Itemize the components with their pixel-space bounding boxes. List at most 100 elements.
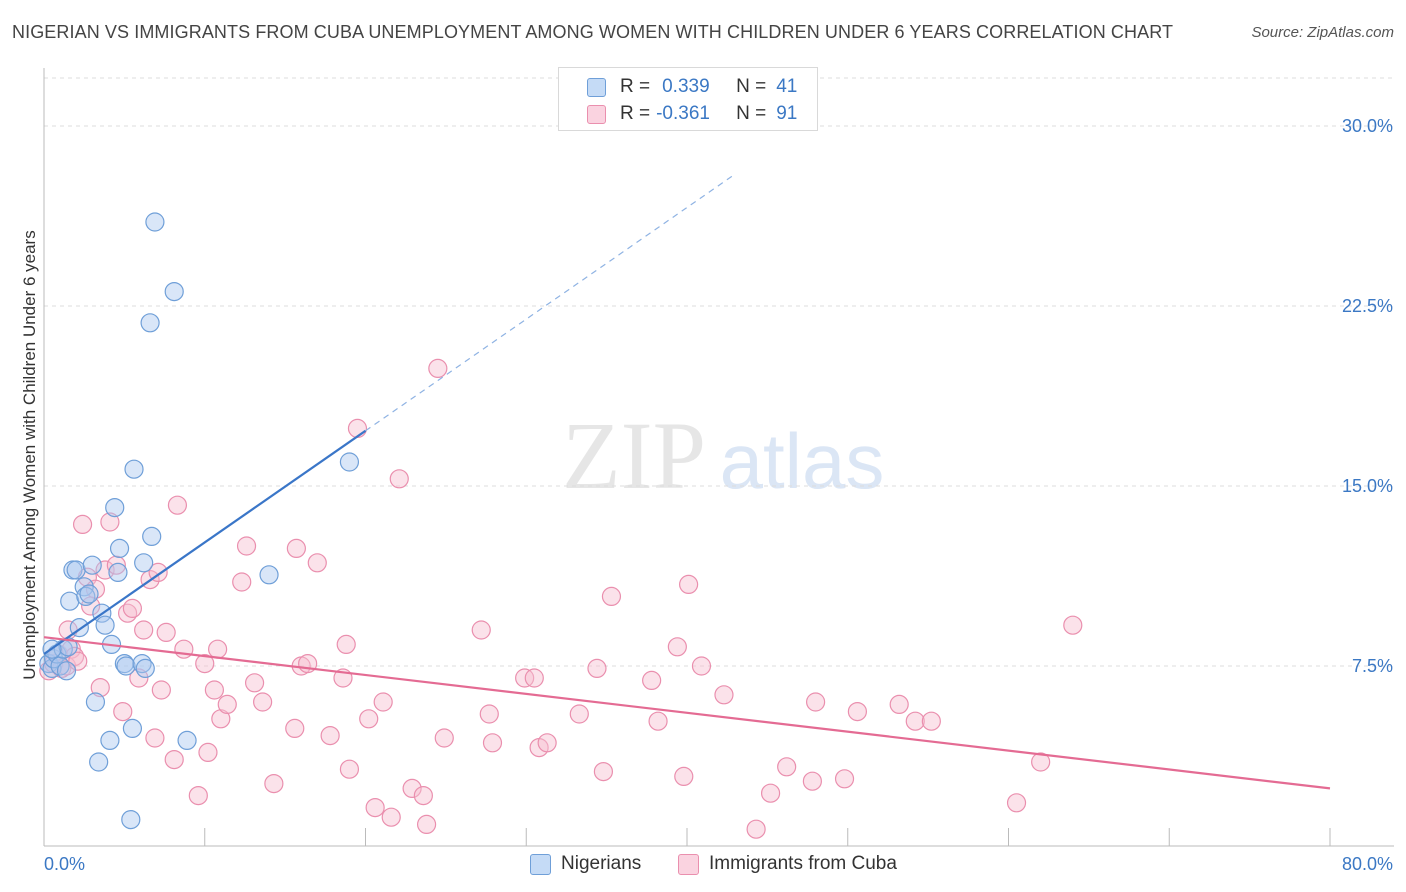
trend-nigerians-extension — [365, 173, 736, 432]
watermark-zip: ZIP — [562, 402, 706, 509]
point-cuba — [151, 680, 171, 700]
point-cuba — [167, 495, 188, 515]
point-cuba — [889, 694, 909, 715]
trend-nigerians — [43, 429, 367, 655]
legend-row-nigerians: R = 0.339 N = 41 — [559, 74, 797, 100]
point-cuba — [805, 692, 826, 712]
watermark: ZIP atlas — [562, 402, 884, 509]
point-nigerians — [108, 562, 128, 583]
point-nigerians — [145, 212, 165, 232]
point-nigerians — [42, 658, 62, 679]
y-tick-label: 15.0% — [1342, 476, 1393, 496]
point-cuba — [195, 653, 215, 674]
point-cuba — [90, 677, 110, 698]
point-cuba — [587, 658, 607, 679]
point-cuba — [236, 536, 257, 556]
point-nigerians — [82, 555, 102, 575]
point-nigerians — [85, 692, 106, 712]
point-cuba — [416, 814, 437, 835]
legend-r-label: R = — [620, 103, 651, 124]
legend-n-value: 41 — [776, 76, 798, 97]
point-cuba — [320, 725, 340, 746]
point-cuba — [1006, 793, 1027, 813]
point-cuba — [402, 778, 422, 799]
point-nigerians — [164, 282, 184, 302]
point-cuba — [648, 711, 668, 731]
point-cuba — [244, 673, 265, 693]
legend-item-nigerians: Nigerians — [530, 850, 641, 878]
point-cuba — [211, 709, 231, 729]
point-cuba — [373, 692, 393, 712]
axes — [43, 68, 1394, 847]
legend-item-cuba: Immigrants from Cuba — [678, 850, 897, 878]
correlation-legend: R = 0.339 N = 41 R = -0.361 N = 91 — [558, 67, 818, 131]
legend-r-value: -0.361 — [656, 103, 710, 124]
point-cuba — [286, 538, 306, 559]
point-nigerians — [124, 459, 144, 479]
legend-n-value: 91 — [776, 103, 798, 124]
point-cuba — [365, 797, 385, 818]
point-cuba — [1031, 752, 1051, 772]
chart-title: NIGERIAN VS IMMIGRANTS FROM CUBA UNEMPLO… — [12, 22, 1174, 42]
point-nigerians — [79, 584, 99, 604]
point-cuba — [802, 771, 822, 791]
point-cuba — [691, 656, 712, 676]
legend-n-label: N = — [736, 103, 767, 124]
point-cuba — [601, 586, 622, 607]
point-nigerians — [76, 586, 96, 607]
point-nigerians — [140, 313, 160, 333]
point-cuba — [285, 718, 305, 739]
point-cuba — [264, 773, 284, 794]
y-tick-labels: 7.5% 15.0% 22.5% 30.0% — [1342, 116, 1393, 676]
point-cuba — [642, 670, 662, 691]
legend-label-nigerians: Nigerians — [561, 853, 642, 874]
point-cuba — [847, 701, 867, 722]
point-cuba — [537, 733, 557, 753]
legend-swatch-blue — [587, 77, 606, 97]
point-cuba — [129, 668, 149, 688]
point-cuba — [359, 709, 379, 729]
point-cuba — [746, 819, 766, 839]
point-cuba — [198, 742, 218, 763]
point-cuba — [217, 694, 237, 715]
point-cuba — [714, 685, 734, 705]
legend-n-label: N = — [736, 76, 767, 97]
point-cuba — [428, 358, 448, 378]
point-cuba — [593, 761, 614, 782]
point-cuba — [413, 785, 433, 806]
source-note: Source: ZipAtlas.com — [1251, 24, 1394, 41]
point-cuba — [134, 620, 154, 640]
point-nigerians — [121, 809, 141, 830]
point-cuba — [479, 704, 499, 724]
point-cuba — [339, 759, 360, 779]
point-nigerians — [66, 560, 86, 580]
point-cuba — [434, 728, 454, 748]
watermark-atlas: atlas — [720, 417, 885, 505]
point-cuba — [188, 785, 208, 806]
trend-lines — [43, 173, 1331, 790]
point-cuba — [760, 783, 781, 803]
point-cuba — [905, 711, 925, 731]
point-cuba — [145, 728, 165, 748]
point-nigerians — [339, 452, 360, 472]
point-cuba — [113, 701, 133, 722]
point-cuba — [156, 622, 176, 643]
legend-swatch-nigerians — [530, 853, 551, 875]
point-cuba — [482, 733, 503, 753]
point-cuba — [674, 766, 694, 787]
point-cuba — [679, 574, 699, 595]
point-cuba — [164, 749, 184, 770]
point-nigerians — [56, 661, 77, 681]
point-cuba — [515, 668, 535, 688]
point-cuba — [253, 692, 273, 712]
point-cuba — [232, 572, 252, 592]
point-cuba — [777, 757, 797, 777]
series-cuba-points — [39, 358, 1083, 839]
point-cuba — [100, 512, 120, 532]
legend-swatch-cuba — [678, 853, 699, 875]
point-nigerians — [259, 565, 279, 585]
point-cuba — [381, 807, 401, 827]
point-cuba — [569, 704, 589, 724]
point-nigerians — [116, 656, 136, 676]
